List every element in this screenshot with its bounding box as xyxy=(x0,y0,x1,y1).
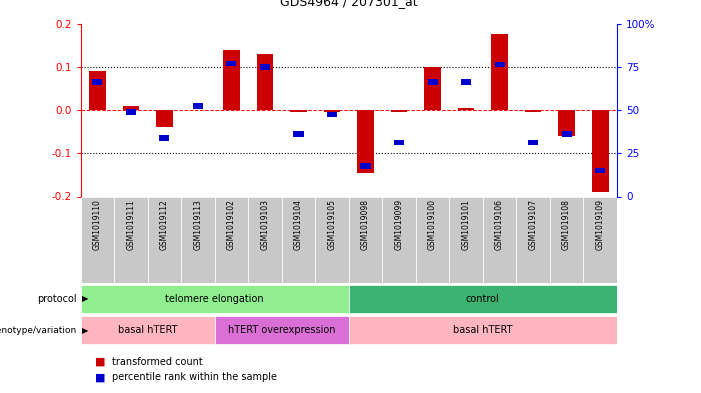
Bar xyxy=(390,110,407,112)
Text: ▶: ▶ xyxy=(82,326,88,334)
Bar xyxy=(550,196,583,283)
Bar xyxy=(449,196,483,283)
Text: ■: ■ xyxy=(95,356,105,367)
Text: basal hTERT: basal hTERT xyxy=(118,325,177,335)
Text: hTERT overexpression: hTERT overexpression xyxy=(228,325,336,335)
Bar xyxy=(428,79,437,85)
Text: GSM1019106: GSM1019106 xyxy=(495,199,504,250)
Bar xyxy=(349,316,617,344)
Bar xyxy=(257,54,273,110)
Bar xyxy=(248,196,282,283)
Bar xyxy=(159,135,170,141)
Bar xyxy=(324,110,341,112)
Bar xyxy=(223,50,240,110)
Text: GSM1019098: GSM1019098 xyxy=(361,199,370,250)
Bar xyxy=(562,131,571,137)
Bar xyxy=(123,106,139,110)
Bar xyxy=(357,110,374,173)
Bar xyxy=(494,62,505,68)
Bar xyxy=(382,196,416,283)
Text: GSM1019099: GSM1019099 xyxy=(395,199,404,250)
Bar xyxy=(226,61,236,66)
Text: GSM1019109: GSM1019109 xyxy=(596,199,605,250)
Text: percentile rank within the sample: percentile rank within the sample xyxy=(112,372,277,382)
Bar xyxy=(193,103,203,108)
Bar xyxy=(114,196,148,283)
Bar xyxy=(483,196,517,283)
Bar xyxy=(315,196,349,283)
Text: GSM1019111: GSM1019111 xyxy=(126,199,135,250)
Text: basal hTERT: basal hTERT xyxy=(453,325,512,335)
Text: protocol: protocol xyxy=(37,294,77,304)
Text: GSM1019108: GSM1019108 xyxy=(562,199,571,250)
Bar xyxy=(156,110,172,127)
Text: genotype/variation: genotype/variation xyxy=(0,326,77,334)
Bar xyxy=(394,140,404,145)
Bar xyxy=(81,196,114,283)
Bar xyxy=(525,110,541,112)
Bar xyxy=(458,108,475,110)
Bar xyxy=(260,64,270,70)
Bar xyxy=(215,316,349,344)
Text: GDS4964 / 207301_at: GDS4964 / 207301_at xyxy=(280,0,418,8)
Text: GSM1019103: GSM1019103 xyxy=(261,199,269,250)
Text: GSM1019104: GSM1019104 xyxy=(294,199,303,250)
Bar xyxy=(215,196,248,283)
Bar xyxy=(558,110,575,136)
Text: GSM1019107: GSM1019107 xyxy=(529,199,538,250)
Bar xyxy=(583,196,617,283)
Bar xyxy=(528,140,538,145)
Text: GSM1019105: GSM1019105 xyxy=(327,199,336,250)
Text: GSM1019102: GSM1019102 xyxy=(227,199,236,250)
Text: transformed count: transformed count xyxy=(112,356,203,367)
Text: GSM1019110: GSM1019110 xyxy=(93,199,102,250)
Text: GSM1019113: GSM1019113 xyxy=(193,199,203,250)
Text: telomere elongation: telomere elongation xyxy=(165,294,264,304)
Bar xyxy=(461,79,471,85)
Bar xyxy=(290,110,307,112)
Bar xyxy=(491,35,508,110)
Text: control: control xyxy=(466,294,500,304)
Text: GSM1019100: GSM1019100 xyxy=(428,199,437,250)
Bar xyxy=(327,112,337,117)
Bar xyxy=(148,196,181,283)
Bar xyxy=(349,285,617,313)
Bar xyxy=(360,163,371,169)
Bar xyxy=(81,285,349,313)
Bar xyxy=(517,196,550,283)
Text: ▶: ▶ xyxy=(82,294,88,303)
Bar xyxy=(181,196,215,283)
Bar xyxy=(89,71,106,110)
Bar xyxy=(126,109,136,115)
Text: GSM1019112: GSM1019112 xyxy=(160,199,169,250)
Bar xyxy=(592,110,608,192)
Bar xyxy=(93,79,102,85)
Bar xyxy=(416,196,449,283)
Bar xyxy=(81,316,215,344)
Bar xyxy=(595,168,605,173)
Text: ■: ■ xyxy=(95,372,105,382)
Bar xyxy=(294,131,304,137)
Bar xyxy=(349,196,382,283)
Bar xyxy=(282,196,315,283)
Text: GSM1019101: GSM1019101 xyxy=(461,199,470,250)
Bar xyxy=(424,67,441,110)
